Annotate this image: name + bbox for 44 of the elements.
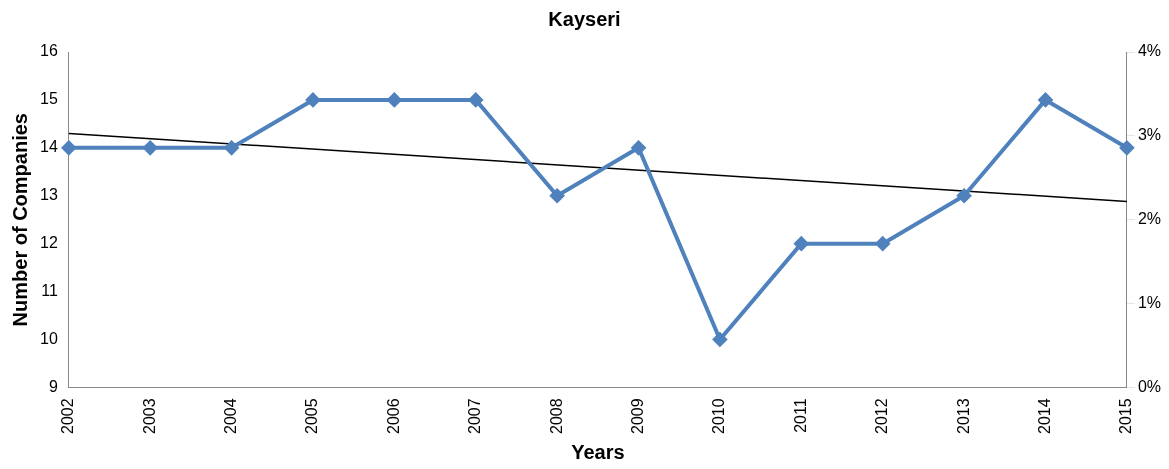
y-tick-label: 9: [48, 377, 58, 395]
x-tick-label: 2007: [466, 398, 484, 434]
point: [957, 188, 972, 203]
x-tick-label: 2011: [791, 398, 809, 433]
y-tick-label: 11: [41, 281, 58, 299]
x-tick-label: 2004: [221, 398, 239, 434]
point: [61, 140, 76, 155]
point: [143, 140, 158, 155]
point: [224, 140, 239, 155]
x-tick-label: 2003: [140, 398, 158, 434]
point: [631, 140, 646, 155]
x-tick-label: 2009: [628, 398, 646, 434]
point: [305, 92, 320, 107]
y2-tick-label: 4%: [1137, 42, 1161, 60]
y-tick-label: 14: [40, 138, 58, 156]
point: [1119, 140, 1134, 155]
x-tick-label: 2006: [384, 398, 402, 434]
y-tick-label: 10: [40, 329, 58, 347]
x-tick-label: 2012: [873, 398, 891, 434]
y-tick-label: 12: [40, 234, 58, 252]
y-tick-label: 16: [40, 42, 58, 60]
point: [875, 236, 890, 251]
point: [550, 188, 565, 203]
x-tick-label: 2008: [547, 398, 565, 434]
chart-title: Kayseri: [548, 7, 621, 30]
x-tick-label: 2014: [1035, 398, 1053, 434]
y2-tick-label: 2%: [1137, 210, 1161, 228]
point: [1038, 92, 1053, 107]
x-tick-label: 2002: [59, 398, 77, 434]
point: [794, 236, 809, 251]
y-axis-title: Number of Companies: [8, 113, 31, 327]
y2-tick-label: 0%: [1137, 377, 1161, 395]
point: [468, 92, 483, 107]
y2-tick-label: 3%: [1137, 126, 1161, 144]
x-tick-label: 2015: [1117, 398, 1135, 434]
x-tick-label: 2005: [303, 398, 321, 434]
point: [712, 332, 727, 347]
y-tick-label: 15: [40, 90, 58, 108]
y-tick-label: 13: [40, 186, 58, 204]
x-axis-title: Years: [571, 440, 625, 463]
x-tick-label: 2013: [954, 398, 972, 434]
x-tick-label: 2010: [710, 398, 728, 434]
point: [387, 92, 402, 107]
y2-tick-label: 1%: [1137, 293, 1161, 311]
